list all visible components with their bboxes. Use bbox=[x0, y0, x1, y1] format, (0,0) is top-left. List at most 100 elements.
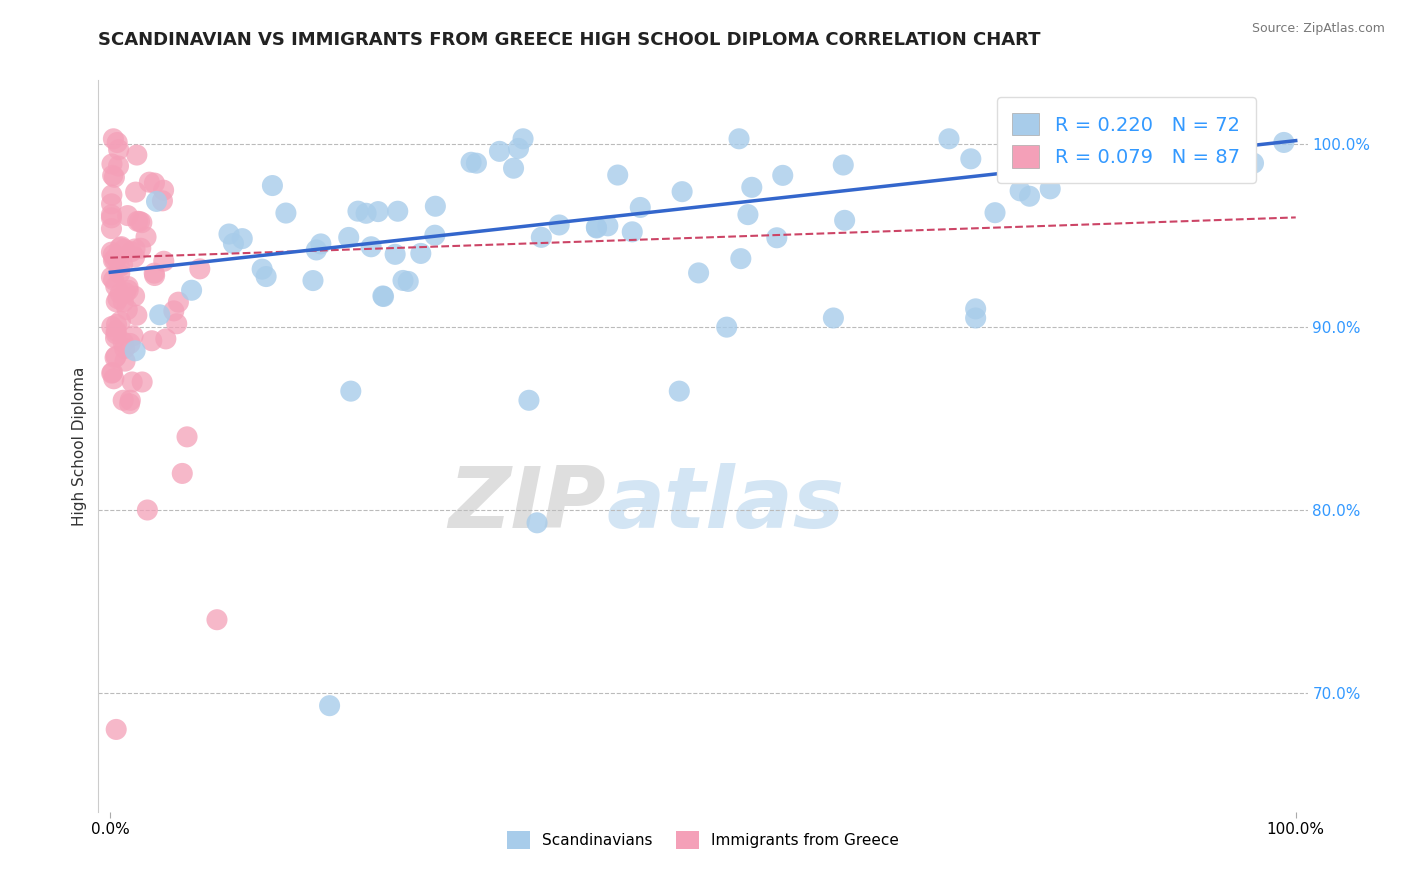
Point bbox=[367, 204, 389, 219]
Point bbox=[347, 204, 370, 219]
Point bbox=[129, 241, 152, 255]
Point bbox=[105, 723, 128, 737]
Point bbox=[120, 393, 142, 408]
Point bbox=[155, 332, 177, 346]
Point bbox=[959, 152, 981, 166]
Point bbox=[938, 132, 960, 146]
Point bbox=[508, 141, 530, 155]
Point bbox=[166, 317, 188, 331]
Point bbox=[114, 354, 136, 368]
Point bbox=[110, 314, 132, 328]
Point bbox=[100, 270, 122, 285]
Point bbox=[114, 285, 136, 300]
Point bbox=[965, 301, 987, 316]
Point bbox=[143, 176, 166, 190]
Point bbox=[1071, 146, 1094, 161]
Point bbox=[110, 240, 132, 254]
Point bbox=[115, 302, 138, 317]
Point bbox=[360, 240, 382, 254]
Point bbox=[373, 289, 395, 303]
Point bbox=[172, 467, 194, 481]
Point bbox=[110, 286, 132, 301]
Point bbox=[103, 253, 125, 268]
Point bbox=[100, 211, 122, 225]
Point bbox=[135, 230, 157, 244]
Point bbox=[136, 503, 159, 517]
Point bbox=[180, 283, 202, 297]
Point bbox=[1018, 189, 1040, 203]
Point bbox=[117, 279, 139, 293]
Point bbox=[262, 178, 284, 193]
Point bbox=[124, 242, 146, 256]
Point bbox=[716, 320, 738, 334]
Point bbox=[585, 220, 607, 235]
Point bbox=[305, 243, 328, 257]
Point bbox=[117, 209, 139, 223]
Point bbox=[318, 698, 340, 713]
Point bbox=[163, 304, 186, 318]
Point bbox=[105, 318, 128, 332]
Point bbox=[728, 132, 751, 146]
Point bbox=[108, 260, 131, 274]
Point bbox=[104, 252, 127, 267]
Point bbox=[766, 231, 789, 245]
Point bbox=[114, 342, 136, 356]
Point bbox=[1195, 136, 1218, 151]
Point bbox=[131, 375, 153, 389]
Point bbox=[100, 245, 122, 260]
Point bbox=[100, 197, 122, 211]
Point bbox=[302, 274, 325, 288]
Point bbox=[354, 206, 377, 220]
Point bbox=[621, 225, 644, 239]
Point bbox=[392, 273, 415, 287]
Point bbox=[111, 257, 134, 271]
Point bbox=[105, 349, 128, 363]
Point bbox=[101, 188, 124, 202]
Point bbox=[117, 283, 139, 297]
Point bbox=[124, 185, 146, 199]
Point bbox=[688, 266, 710, 280]
Point bbox=[124, 289, 146, 303]
Point bbox=[396, 274, 419, 288]
Point bbox=[585, 221, 607, 235]
Point bbox=[832, 158, 855, 172]
Point bbox=[127, 214, 149, 228]
Point bbox=[104, 279, 127, 293]
Point bbox=[112, 393, 135, 408]
Point bbox=[548, 218, 571, 232]
Point bbox=[730, 252, 752, 266]
Point bbox=[176, 430, 198, 444]
Point bbox=[112, 242, 135, 256]
Legend: Scandinavians, Immigrants from Greece: Scandinavians, Immigrants from Greece bbox=[501, 824, 905, 855]
Point bbox=[423, 228, 446, 243]
Point bbox=[107, 143, 129, 157]
Point bbox=[231, 232, 253, 246]
Point bbox=[112, 335, 135, 350]
Point bbox=[309, 236, 332, 251]
Point bbox=[834, 213, 856, 227]
Point bbox=[488, 145, 510, 159]
Point bbox=[149, 308, 172, 322]
Point bbox=[100, 208, 122, 222]
Point bbox=[108, 267, 131, 281]
Point bbox=[105, 324, 128, 338]
Point bbox=[105, 250, 128, 264]
Point bbox=[125, 308, 148, 322]
Point bbox=[100, 221, 122, 235]
Point bbox=[131, 216, 153, 230]
Point bbox=[741, 180, 763, 194]
Point bbox=[409, 246, 432, 260]
Point bbox=[103, 372, 125, 386]
Point bbox=[128, 214, 150, 228]
Point bbox=[387, 204, 409, 219]
Point bbox=[997, 132, 1019, 146]
Point bbox=[103, 273, 125, 287]
Text: Source: ZipAtlas.com: Source: ZipAtlas.com bbox=[1251, 22, 1385, 36]
Point bbox=[121, 375, 143, 389]
Point bbox=[105, 136, 128, 150]
Y-axis label: High School Diploma: High School Diploma bbox=[72, 367, 87, 525]
Point bbox=[984, 205, 1007, 219]
Point bbox=[152, 254, 174, 268]
Point bbox=[121, 244, 143, 259]
Point bbox=[105, 294, 128, 309]
